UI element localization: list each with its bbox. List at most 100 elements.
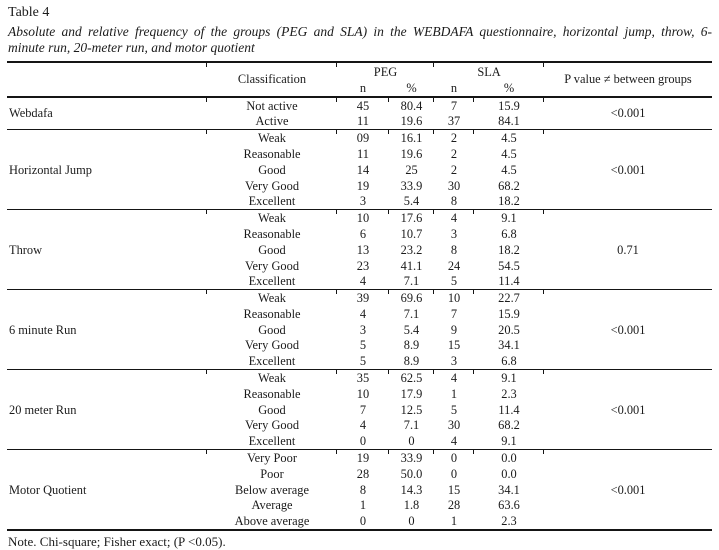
table-row: Reasonable 6 10.7 3 6.8 [7,226,712,242]
peg-pct-cell: 7.1 [403,418,420,433]
sla-pct-header: % [503,81,515,96]
peg-pct-cell: 16.1 [387,129,435,147]
classification-cell: Above average [234,514,310,529]
sla-pct-cell: 9.1 [473,209,545,227]
sla-pct-cell: 4.5 [473,129,545,147]
peg-n-cell: 0 [359,434,367,449]
classification-cell: Excellent [248,274,296,289]
group-label-cell: 6 minute Run [7,289,207,370]
table-row: Excellent 3 5.4 8 18.2 [7,194,712,210]
sla-n-cell: 10 [433,289,475,307]
table-row: Very Good 19 33.9 30 68.2 [7,178,712,194]
peg-n-cell: 10 [356,386,370,401]
peg-n-cell: 4 [359,274,367,289]
p-value-cell: <0.001 [543,96,712,130]
table-title: Table 4 [8,5,50,20]
peg-header: PEG [335,60,434,81]
sla-n-cell: 4 [450,434,458,449]
classification-cell: Very Good [244,178,300,193]
sla-n-cell: 8 [450,194,458,209]
sla-pct-cell: 20.5 [498,322,520,337]
table-row: Above average 0 0 1 2.3 [7,514,712,531]
sla-n-cell: 1 [450,514,458,529]
peg-pct-cell: 41.1 [400,258,423,273]
peg-pct-header: % [406,81,417,96]
peg-n-cell: 19 [356,178,370,193]
classification-cell: Active [255,114,289,129]
peg-pct-cell: 8.9 [403,354,420,369]
peg-pct-cell: 8.9 [403,338,420,353]
empty-header-cell [7,81,207,97]
peg-n-cell: 39 [336,289,389,307]
peg-pct-cell: 7.1 [403,274,420,289]
classification-cell: Reasonable [243,306,301,321]
peg-n-cell: 35 [336,369,389,387]
sla-n-cell: 15 [447,482,461,497]
sla-pct-cell: 15.9 [498,306,520,321]
sla-n-cell: 8 [450,242,458,257]
table-row: Reasonable 4 7.1 7 15.9 [7,306,712,322]
classification-header: Classification [206,60,337,97]
peg-pct-cell: 17.6 [387,209,435,227]
sla-pct-cell: 9.1 [501,434,517,449]
peg-n-cell: 5 [359,338,367,353]
sla-n-cell: 28 [447,498,461,513]
peg-n-cell: 8 [359,482,367,497]
group-label-cell: Horizontal Jump [7,129,207,210]
table-row: Good 3 5.4 9 20.5 [7,322,712,338]
classification-cell: Excellent [248,354,296,369]
table-row: Very Good 4 7.1 30 68.2 [7,418,712,434]
peg-n-cell: 11 [357,114,369,129]
peg-n-cell: 11 [357,146,369,161]
sla-pct-cell: 34.1 [498,482,520,497]
peg-n-cell: 23 [356,258,370,273]
table-header: Classification PEG SLA P value ≠ between… [7,60,712,97]
classification-cell: Weak [206,369,337,387]
classification-cell: Excellent [248,194,296,209]
table-row: 20 meter Run Weak 35 62.5 4 9.1 <0.001 [7,369,712,450]
sla-n-cell: 7 [433,96,475,114]
sla-pct-cell: 11.4 [498,274,520,289]
table-row: Below average 8 14.3 15 34.1 [7,482,712,498]
sla-n-cell: 30 [447,418,461,433]
table-row: Motor Quotient Very Poor 19 33.9 0 0.0 <… [7,449,712,531]
empty-header-cell [7,62,207,81]
sla-pct-cell: 0.0 [473,449,545,467]
sla-pct-cell: 68.2 [498,178,520,193]
caption-line-1: Absolute and relative frequency of the g… [8,24,712,39]
table-row: 6 minute Run Weak 39 69.6 10 22.7 <0.001 [7,289,712,370]
peg-pct-cell: 0 [408,434,415,449]
table-row: Excellent 4 7.1 5 11.4 [7,274,712,290]
classification-cell: Very Poor [206,449,337,467]
p-value-cell: <0.001 [543,289,712,370]
group-label-cell: 20 meter Run [7,369,207,450]
table-row: Very Good 23 41.1 24 54.5 [7,258,712,274]
group-label-cell: Webdafa [7,96,207,130]
classification-cell: Below average [235,482,309,497]
table-row: Active 11 19.6 37 84.1 [7,114,712,130]
table-row: Excellent 5 8.9 3 6.8 [7,354,712,370]
sla-pct-cell: 63.6 [498,498,520,513]
sla-pct-cell: 4.5 [501,162,517,177]
table-caption: Absolute and relative frequency of the g… [8,24,712,56]
sla-n-cell: 1 [450,386,458,401]
sla-pct-cell: 22.7 [473,289,545,307]
sla-n-cell: 24 [447,258,461,273]
peg-pct-cell: 50.0 [400,466,423,481]
table-row: Excellent 0 0 4 9.1 [7,434,712,450]
peg-pct-cell: 14.3 [400,482,423,497]
peg-pct-cell: 33.9 [400,178,423,193]
classification-cell: Good [258,162,286,177]
table-row: Reasonable 10 17.9 1 2.3 [7,386,712,402]
classification-cell: Weak [206,209,337,227]
peg-n-cell: 4 [359,306,367,321]
peg-pct-cell: 7.1 [403,306,420,321]
classification-cell: Good [258,242,286,257]
classification-cell: Very Good [244,258,300,273]
peg-n-cell: 7 [359,402,367,417]
peg-pct-cell: 1.8 [403,498,420,513]
peg-n-cell: 3 [359,322,367,337]
table-row: Good 13 23.2 8 18.2 [7,242,712,258]
classification-cell: Average [251,498,293,513]
